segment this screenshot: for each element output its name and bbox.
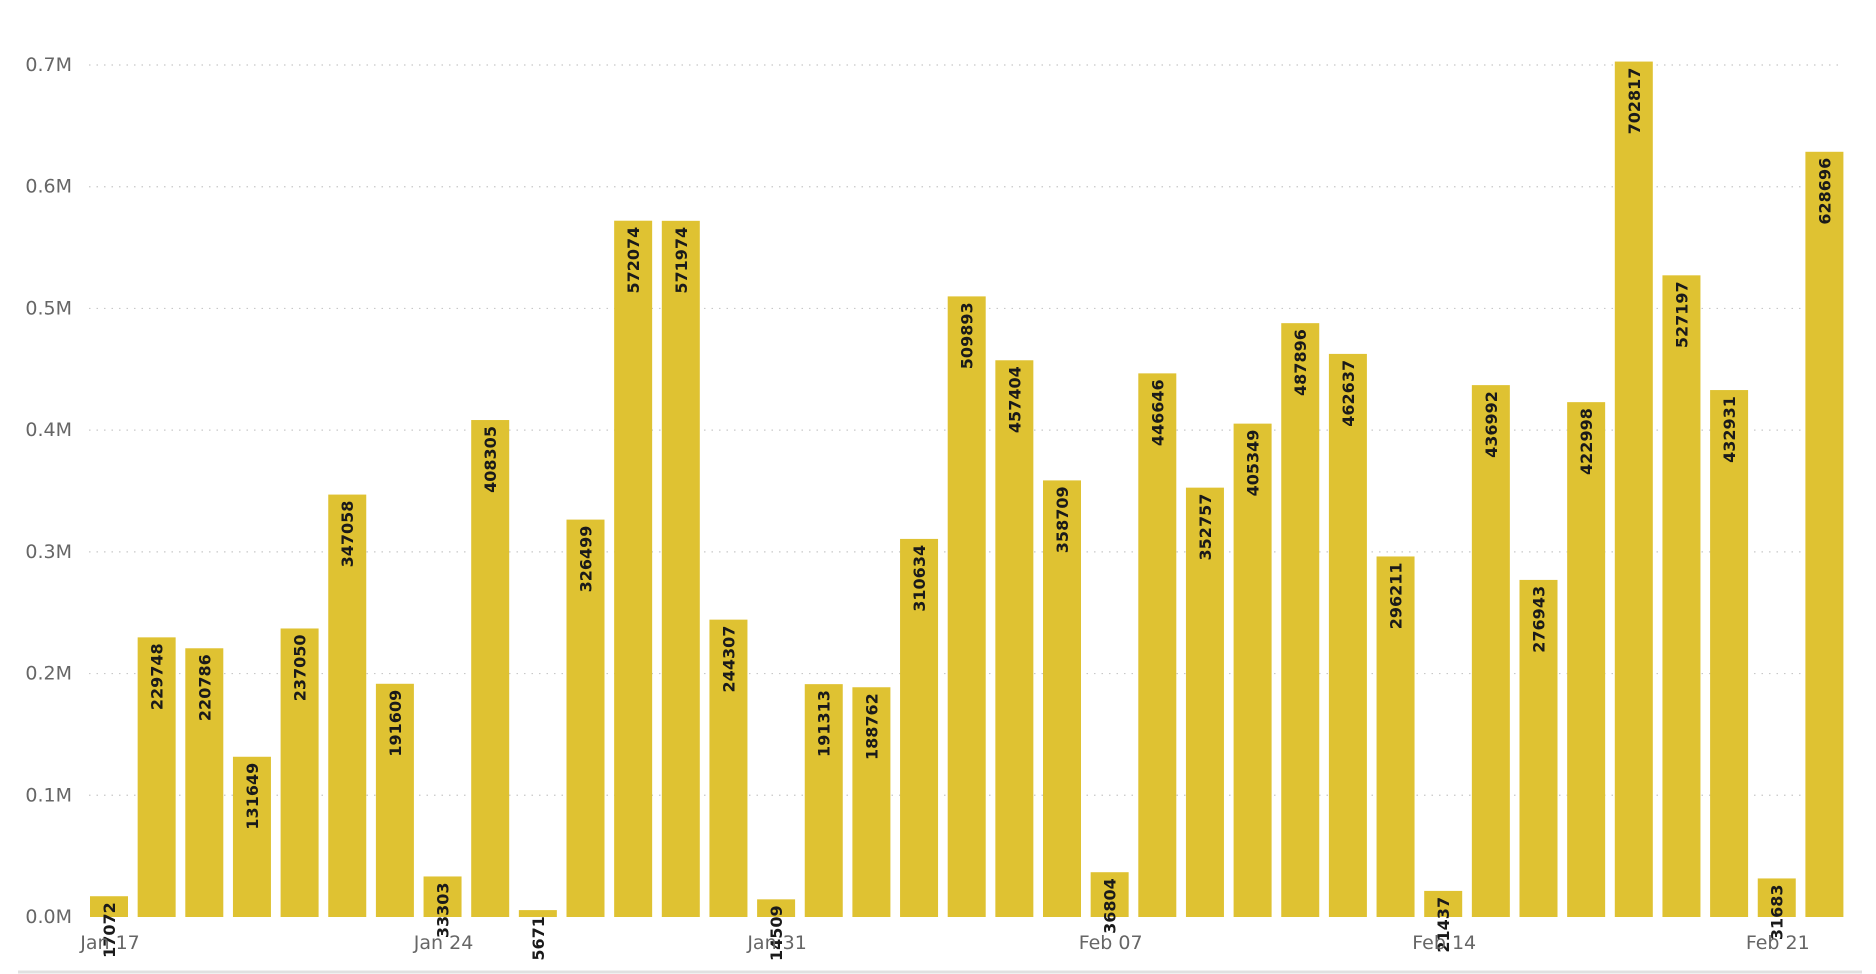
bar[interactable] <box>90 896 128 917</box>
bar[interactable] <box>709 619 748 917</box>
data-label: 296211 <box>1387 562 1406 629</box>
x-tick-label: Feb 21 <box>1746 932 1810 954</box>
bar[interactable] <box>471 420 510 917</box>
data-label: 432931 <box>1720 396 1739 463</box>
data-label: 5671 <box>529 916 548 961</box>
data-label: 487896 <box>1291 329 1310 396</box>
bar[interactable] <box>280 628 319 917</box>
data-label: 405349 <box>1244 430 1263 497</box>
bar[interactable] <box>804 684 843 917</box>
data-label: 310634 <box>910 545 929 612</box>
data-label: 131649 <box>243 763 262 830</box>
x-tick-label: Jan 31 <box>746 932 807 954</box>
bar[interactable] <box>1519 579 1558 917</box>
y-tick-label: 0.6M <box>25 176 72 198</box>
bar[interactable] <box>1233 423 1272 917</box>
bar[interactable] <box>137 637 176 917</box>
data-label: 408305 <box>481 426 500 493</box>
data-label: 17072 <box>100 902 119 958</box>
data-label: 276943 <box>1530 586 1549 653</box>
bar[interactable] <box>375 683 414 917</box>
bar[interactable] <box>900 538 939 917</box>
y-tick-label: 0.5M <box>25 297 72 319</box>
bar[interactable] <box>1090 872 1129 917</box>
y-tick-label: 0.3M <box>25 541 72 563</box>
data-label: 422998 <box>1577 408 1596 475</box>
data-label: 237050 <box>291 634 310 701</box>
y-axis-ticks: 0.0M 0.1M 0.2M 0.3M 0.4M 0.5M 0.6M 0.7M <box>25 54 72 928</box>
bar[interactable] <box>1757 878 1796 917</box>
bar[interactable] <box>1281 323 1320 917</box>
x-tick-label: Jan 24 <box>413 932 474 954</box>
data-label: 14509 <box>767 905 786 961</box>
data-label: 33303 <box>434 882 453 938</box>
bar[interactable] <box>566 519 605 917</box>
x-tick-label: Feb 07 <box>1079 932 1143 954</box>
data-label: 220786 <box>195 654 214 721</box>
x-tick-label: Feb 14 <box>1412 932 1476 954</box>
data-label: 446646 <box>1148 379 1167 446</box>
bar[interactable] <box>1185 487 1224 917</box>
bar[interactable] <box>328 494 367 917</box>
bar[interactable] <box>1376 556 1415 917</box>
bar[interactable] <box>423 876 462 917</box>
y-tick-label: 0.0M <box>25 906 72 928</box>
y-tick-label: 0.2M <box>25 663 72 685</box>
bar[interactable] <box>947 296 986 917</box>
bar[interactable] <box>1805 151 1844 917</box>
data-label: 509893 <box>958 302 977 369</box>
data-label: 347058 <box>338 501 357 568</box>
bar[interactable] <box>1471 385 1510 918</box>
bar[interactable] <box>1567 402 1606 917</box>
bar[interactable] <box>852 687 891 917</box>
bar[interactable] <box>1662 275 1701 917</box>
data-label: 702817 <box>1625 68 1644 135</box>
data-label: 229748 <box>148 643 167 710</box>
data-label: 462637 <box>1339 360 1358 427</box>
bar[interactable] <box>1710 390 1749 917</box>
bar[interactable] <box>185 648 224 917</box>
data-label: 436992 <box>1482 391 1501 458</box>
data-label: 571974 <box>672 227 691 294</box>
data-label: 188762 <box>862 693 881 760</box>
y-tick-label: 0.4M <box>25 419 72 441</box>
bar[interactable] <box>1043 480 1081 917</box>
data-label: 326499 <box>577 526 596 593</box>
data-label: 457404 <box>1005 366 1024 433</box>
bar[interactable] <box>1614 61 1653 918</box>
data-label: 244307 <box>719 626 738 693</box>
data-label: 21437 <box>1434 897 1453 953</box>
data-label: 191609 <box>386 690 405 757</box>
y-tick-label: 0.7M <box>25 54 72 76</box>
data-labels: 17072 229748 220786 131649 237050 347058 19160… <box>100 68 1834 961</box>
bar[interactable] <box>1138 373 1177 917</box>
bar[interactable] <box>661 220 700 917</box>
bars <box>90 61 1844 918</box>
data-label: 358709 <box>1053 486 1072 553</box>
bar[interactable] <box>518 910 557 917</box>
data-label: 36804 <box>1101 878 1120 934</box>
x-tick-label: Jan 17 <box>79 932 140 954</box>
y-tick-label: 0.1M <box>25 784 72 806</box>
data-label: 191313 <box>815 690 834 757</box>
data-label: 31683 <box>1768 884 1787 940</box>
data-label: 527197 <box>1672 281 1691 348</box>
bar[interactable] <box>757 899 796 917</box>
data-label: 628696 <box>1815 158 1834 225</box>
bar[interactable] <box>1424 890 1463 917</box>
data-label: 572074 <box>624 227 643 294</box>
bar[interactable] <box>614 220 653 917</box>
bar[interactable] <box>232 756 271 917</box>
data-label: 352757 <box>1196 494 1215 561</box>
x-axis-ticks: Jan 17 Jan 24 Jan 31 Feb 07 Feb 14 Feb 21 <box>79 932 1809 954</box>
bar[interactable] <box>1328 353 1367 918</box>
bar[interactable] <box>995 360 1034 917</box>
